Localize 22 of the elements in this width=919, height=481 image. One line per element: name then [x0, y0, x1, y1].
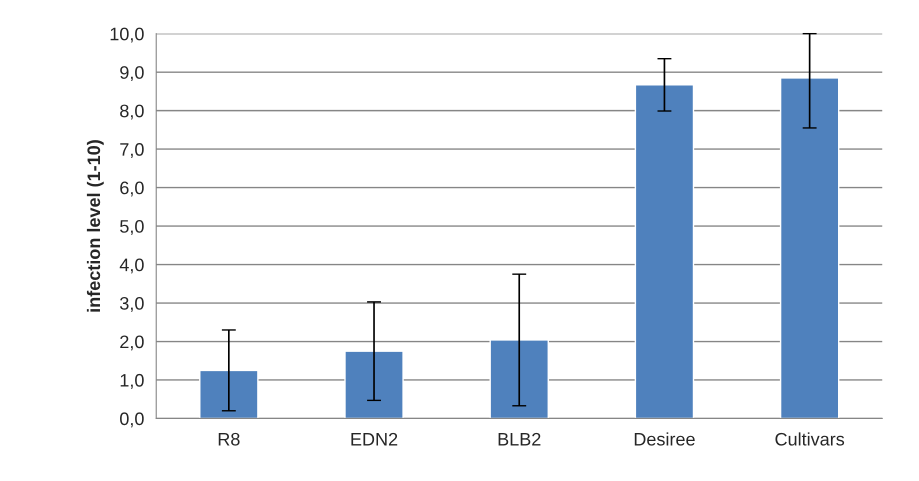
- bar: [780, 77, 840, 418]
- x-tick-label: Cultivars: [775, 432, 844, 446]
- y-tick-label: 5,0: [120, 220, 144, 235]
- y-tick-label: 4,0: [120, 258, 144, 274]
- y-axis-title: infection level (1-10): [86, 140, 104, 312]
- y-tick-label: 1,0: [120, 374, 144, 389]
- bar: [490, 339, 549, 418]
- y-tick-label: 10,0: [110, 28, 144, 43]
- bar: [634, 84, 694, 418]
- y-tick-label: 2,0: [120, 335, 144, 350]
- x-tick-label: BLB2: [498, 432, 540, 446]
- y-tick-label: 7,0: [120, 143, 144, 158]
- y-tick-label: 8,0: [120, 104, 144, 120]
- bar: [199, 370, 259, 418]
- y-tick-label: 3,0: [120, 296, 144, 312]
- y-tick-label: 9,0: [120, 66, 144, 82]
- y-tick-label: 0,0: [120, 412, 144, 428]
- x-tick-label: R8: [218, 432, 240, 446]
- x-tick-label: Desiree: [634, 432, 695, 446]
- y-tick-label: 6,0: [120, 182, 144, 196]
- bar: [344, 350, 404, 418]
- x-tick-label: EDN2: [351, 432, 398, 446]
